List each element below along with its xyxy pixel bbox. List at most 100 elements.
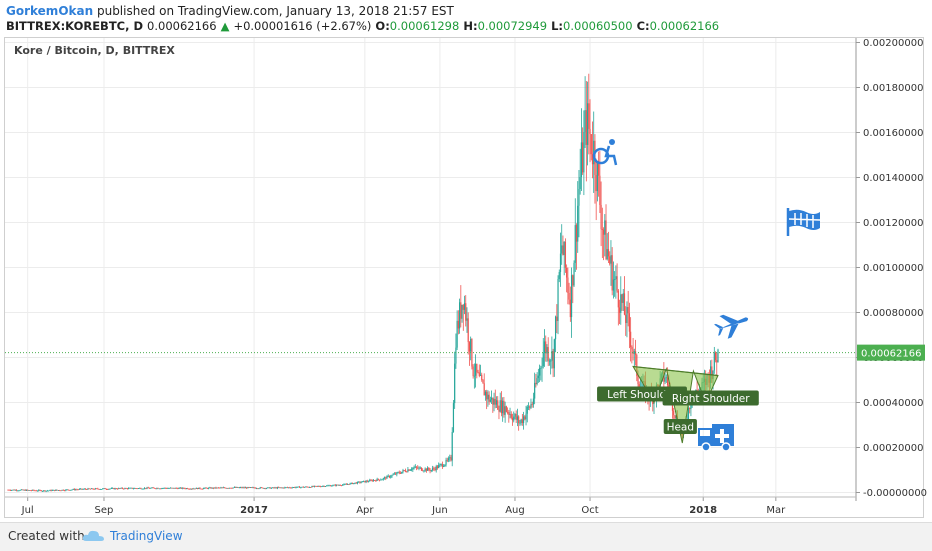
candle-body bbox=[573, 262, 575, 286]
tradingview-link[interactable]: TradingView bbox=[110, 529, 183, 543]
candle-body bbox=[285, 487, 287, 489]
candle-body bbox=[599, 175, 601, 205]
candle-body bbox=[434, 468, 436, 471]
candle-body bbox=[358, 481, 360, 483]
candle-body bbox=[303, 487, 306, 488]
candle-body bbox=[222, 487, 224, 489]
candle-body bbox=[519, 422, 521, 424]
candle-body bbox=[354, 482, 356, 484]
candle-body bbox=[611, 255, 613, 291]
candle-body bbox=[556, 316, 558, 322]
candle-body bbox=[203, 488, 205, 489]
candle-body bbox=[212, 487, 215, 489]
candle-body bbox=[189, 488, 191, 490]
candle-body bbox=[248, 487, 250, 488]
candle-body bbox=[424, 468, 426, 471]
x-tick-label: Aug bbox=[505, 505, 525, 516]
candle-body bbox=[185, 488, 188, 490]
candle-body bbox=[244, 487, 247, 489]
candle-body bbox=[204, 487, 206, 489]
candle-body bbox=[486, 391, 488, 400]
candle-body bbox=[490, 397, 493, 400]
candle-body bbox=[447, 458, 450, 461]
annotation-icons bbox=[592, 139, 821, 452]
candle-body bbox=[264, 488, 266, 489]
candle-body bbox=[219, 487, 221, 489]
candle-body bbox=[199, 487, 201, 489]
candle-body bbox=[675, 415, 677, 419]
ohlc-header: BITTREX:KOREBTC, D 0.00062166 ▲ +0.00001… bbox=[6, 19, 719, 33]
candle-body bbox=[64, 490, 66, 492]
candle-body bbox=[425, 468, 427, 471]
candle-body bbox=[711, 366, 713, 380]
candle-body bbox=[632, 349, 634, 354]
candle-body bbox=[247, 487, 249, 489]
candle-body bbox=[609, 256, 611, 264]
candle-body bbox=[157, 487, 159, 489]
price-chart[interactable]: Left Shoulder Head Right Shoulder -0.00000… bbox=[0, 0, 932, 520]
candle-body bbox=[67, 489, 69, 491]
candle-body bbox=[82, 489, 84, 490]
y-tick-label: 0.00200000 bbox=[863, 38, 923, 49]
candle-body bbox=[617, 290, 619, 308]
candle-body bbox=[233, 487, 236, 488]
candle-body bbox=[62, 489, 64, 491]
candle-body bbox=[628, 313, 631, 332]
head-shoulders-pattern: Left Shoulder Head Right Shoulder bbox=[597, 365, 759, 444]
candle-body bbox=[173, 487, 175, 489]
candle-body bbox=[20, 489, 23, 491]
candle-body bbox=[302, 486, 304, 488]
candle-body bbox=[32, 489, 34, 491]
candle-body bbox=[615, 276, 617, 280]
candle-body bbox=[463, 303, 466, 310]
candle-body bbox=[118, 488, 120, 489]
candle-body bbox=[580, 142, 583, 178]
candle-body bbox=[45, 490, 47, 492]
price-axis: -0.000000000.000200000.000400000.0006000… bbox=[855, 38, 927, 501]
candle-body bbox=[716, 360, 718, 363]
candle-body bbox=[305, 486, 307, 488]
candle-body bbox=[478, 372, 480, 376]
candle-body bbox=[433, 468, 435, 470]
candle-body bbox=[41, 490, 44, 492]
up-triangle-icon: ▲ bbox=[220, 19, 230, 33]
candle-body bbox=[99, 489, 101, 490]
candle-body bbox=[216, 487, 218, 489]
candle-body bbox=[236, 487, 238, 488]
candle-body bbox=[511, 417, 514, 421]
candle-body bbox=[493, 398, 495, 405]
candle-body bbox=[156, 487, 158, 489]
candle-body bbox=[687, 407, 690, 420]
candle-body bbox=[134, 488, 136, 489]
candle-body bbox=[306, 486, 308, 488]
candle-body bbox=[238, 487, 240, 489]
candle-body bbox=[582, 142, 584, 173]
candle-body bbox=[465, 303, 467, 321]
candle-body bbox=[68, 489, 71, 491]
candle-body bbox=[470, 338, 472, 352]
candle-body bbox=[317, 486, 319, 487]
candle-body bbox=[420, 467, 423, 471]
candle-body bbox=[19, 489, 21, 491]
candle-body bbox=[376, 478, 378, 481]
author-name[interactable]: GorkemOkan bbox=[6, 4, 94, 18]
candle-body bbox=[231, 488, 233, 489]
candle-body bbox=[289, 487, 291, 489]
ambulance-icon bbox=[698, 424, 734, 452]
candle-body bbox=[361, 481, 363, 483]
candle-body bbox=[107, 489, 109, 490]
candle-body bbox=[254, 487, 256, 489]
candle-body bbox=[270, 487, 272, 489]
candle-body bbox=[450, 457, 452, 461]
candle-body bbox=[558, 272, 560, 280]
candle-body bbox=[260, 487, 263, 489]
y-tick-label: 0.00100000 bbox=[863, 263, 923, 274]
candle-body bbox=[387, 475, 389, 477]
candle-body bbox=[552, 351, 554, 369]
y-tick-label: 0.00140000 bbox=[863, 173, 923, 184]
candle-body bbox=[103, 488, 105, 490]
y-tick-label: 0.00160000 bbox=[863, 128, 923, 139]
candle-body bbox=[351, 482, 354, 485]
candle-body bbox=[124, 488, 126, 489]
candle-body bbox=[364, 480, 366, 483]
